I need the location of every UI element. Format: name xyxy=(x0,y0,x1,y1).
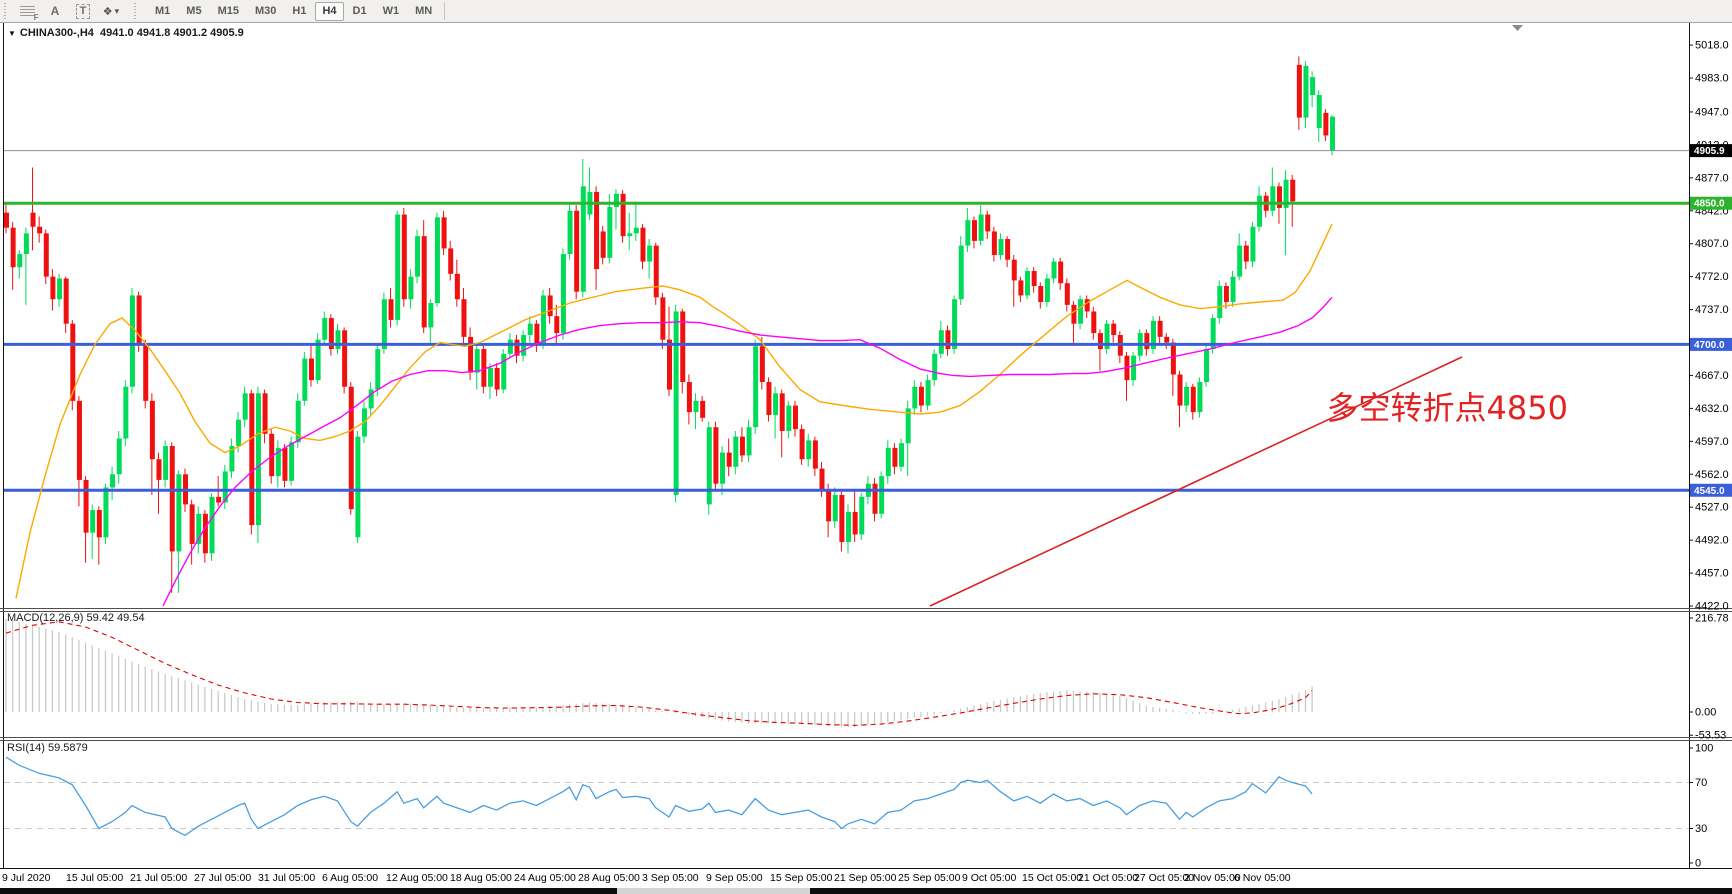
svg-text:6 Aug 05:00: 6 Aug 05:00 xyxy=(322,872,378,884)
svg-text:9 Jul 2020: 9 Jul 2020 xyxy=(2,872,51,884)
svg-text:4632.0: 4632.0 xyxy=(1695,403,1729,415)
svg-text:0: 0 xyxy=(1695,858,1701,870)
svg-text:4527.0: 4527.0 xyxy=(1695,502,1729,514)
svg-text:3 Sep 05:00: 3 Sep 05:00 xyxy=(642,872,699,884)
macd-panel xyxy=(5,618,1313,728)
candles-layer xyxy=(4,56,1335,593)
svg-text:4457.0: 4457.0 xyxy=(1695,568,1729,580)
chart-symbol-period: CHINA300-,H4 xyxy=(19,27,94,39)
svg-text:9 Oct 05:00: 9 Oct 05:00 xyxy=(962,872,1016,884)
svg-text:100: 100 xyxy=(1695,743,1713,755)
svg-text:4700.0: 4700.0 xyxy=(1694,340,1725,351)
svg-text:21 Jul 05:00: 21 Jul 05:00 xyxy=(130,872,187,884)
svg-text:4877.0: 4877.0 xyxy=(1695,172,1729,184)
letter-a-icon: A xyxy=(50,4,60,18)
svg-text:2 Nov 05:00: 2 Nov 05:00 xyxy=(1184,872,1241,884)
price-axis[interactable]: 5018.04983.04947.04912.04877.04842.04807… xyxy=(1690,40,1729,613)
svg-text:4983.0: 4983.0 xyxy=(1695,73,1729,85)
arrows-tool-button[interactable]: ❖ ▾ xyxy=(99,1,123,21)
text-tool-button[interactable]: T xyxy=(71,1,95,21)
timeframe-button-mn[interactable]: MN xyxy=(415,5,433,17)
timeframe-button-d1[interactable]: D1 xyxy=(352,5,367,17)
rsi-indicator-label: RSI(14) 59.5879 xyxy=(7,742,88,754)
date-axis[interactable]: 9 Jul 2020 15 Jul 05:00 21 Jul 05:00 27 Jul… xyxy=(2,872,1291,884)
moving-averages xyxy=(15,223,1333,607)
svg-text:4947.0: 4947.0 xyxy=(1695,106,1729,118)
text-label-tool-button[interactable]: A xyxy=(43,1,67,21)
timeframe-button-m30[interactable]: M30 xyxy=(254,5,277,17)
svg-text:0.00: 0.00 xyxy=(1695,707,1716,719)
toolbar-separator xyxy=(444,2,446,20)
timeframe-button-h1[interactable]: H1 xyxy=(292,5,307,17)
arrows-icon: ❖ xyxy=(102,5,113,18)
toolbar: F A T ❖ ▾ M1 M5 M15 M30 H1 H4 D1 W1 MN xyxy=(0,0,1732,23)
timeframe-group: M1 M5 M15 M30 H1 H4 D1 W1 MN xyxy=(147,1,440,21)
price-line-labels: 4905.9 4850.0 4700.0 4545.0 xyxy=(1690,144,1732,497)
timeframe-button-h4[interactable]: H4 xyxy=(315,1,344,21)
chart-menu-icon[interactable]: ▼ xyxy=(8,29,16,38)
macd-indicator-label: MACD(12,26,9) 59.42 49.54 xyxy=(7,612,145,624)
chart-shift-marker[interactable] xyxy=(1512,25,1523,31)
timeframe-button-w1[interactable]: W1 xyxy=(382,5,400,17)
svg-text:12 Aug 05:00: 12 Aug 05:00 xyxy=(386,872,448,884)
svg-text:4667.0: 4667.0 xyxy=(1695,370,1729,382)
svg-text:9 Sep 05:00: 9 Sep 05:00 xyxy=(706,872,763,884)
toolbar-drag-handle[interactable] xyxy=(133,3,140,19)
svg-text:21 Oct 05:00: 21 Oct 05:00 xyxy=(1078,872,1138,884)
svg-text:4562.0: 4562.0 xyxy=(1695,469,1729,481)
svg-text:-53.53: -53.53 xyxy=(1695,730,1726,742)
svg-text:18 Aug 05:00: 18 Aug 05:00 xyxy=(450,872,512,884)
rsi-panel xyxy=(4,756,1689,837)
chart-title: ▼ CHINA300-,H4 4941.0 4941.8 4901.2 4905.… xyxy=(8,27,244,39)
grid-lines-icon: F xyxy=(19,5,39,22)
text-box-icon: T xyxy=(75,3,91,19)
svg-text:4597.0: 4597.0 xyxy=(1695,436,1729,448)
svg-text:4905.9: 4905.9 xyxy=(1694,146,1725,157)
toolbar-drag-handle[interactable] xyxy=(3,3,10,19)
horizontal-scrollbar[interactable] xyxy=(0,888,1732,894)
svg-text:15 Jul 05:00: 15 Jul 05:00 xyxy=(66,872,123,884)
annotation-text[interactable]: 多空转折点4850 xyxy=(1326,389,1568,427)
svg-text:70: 70 xyxy=(1695,777,1707,789)
timeframe-button-m15[interactable]: M15 xyxy=(217,5,239,17)
svg-text:15 Sep 05:00: 15 Sep 05:00 xyxy=(770,872,833,884)
svg-text:27 Jul 05:00: 27 Jul 05:00 xyxy=(194,872,251,884)
svg-text:4422.0: 4422.0 xyxy=(1695,601,1729,613)
svg-text:31 Jul 05:00: 31 Jul 05:00 xyxy=(258,872,315,884)
svg-text:6 Nov 05:00: 6 Nov 05:00 xyxy=(1234,872,1291,884)
timeframe-button-m5[interactable]: M5 xyxy=(186,5,202,17)
svg-text:30: 30 xyxy=(1695,823,1707,835)
svg-text:24 Aug 05:00: 24 Aug 05:00 xyxy=(514,872,576,884)
svg-text:21 Sep 05:00: 21 Sep 05:00 xyxy=(834,872,897,884)
rsi-line xyxy=(5,756,1313,837)
horizontal-level-lines[interactable] xyxy=(4,150,1689,492)
panel-frames xyxy=(0,23,1732,869)
timeframe-button-m1[interactable]: M1 xyxy=(155,5,171,17)
svg-text:4807.0: 4807.0 xyxy=(1695,238,1729,250)
svg-text:4737.0: 4737.0 xyxy=(1695,304,1729,316)
indicator-grid-tool-button[interactable]: F xyxy=(15,1,39,22)
svg-text:216.78: 216.78 xyxy=(1695,612,1729,624)
ma-slow-line xyxy=(162,296,1333,607)
svg-text:4850.0: 4850.0 xyxy=(1694,199,1725,210)
chevron-down-icon: ▾ xyxy=(114,5,120,16)
trendline[interactable] xyxy=(929,356,1463,607)
ma-fast-line xyxy=(15,223,1333,599)
svg-text:25 Sep 05:00: 25 Sep 05:00 xyxy=(898,872,961,884)
svg-text:15 Oct 05:00: 15 Oct 05:00 xyxy=(1022,872,1082,884)
svg-text:4492.0: 4492.0 xyxy=(1695,535,1729,547)
svg-text:27 Oct 05:00: 27 Oct 05:00 xyxy=(1134,872,1194,884)
svg-text:4545.0: 4545.0 xyxy=(1694,486,1725,497)
chart-ohlc-values: 4941.0 4941.8 4901.2 4905.9 xyxy=(100,27,244,39)
svg-text:4772.0: 4772.0 xyxy=(1695,271,1729,283)
svg-text:5018.0: 5018.0 xyxy=(1695,40,1729,52)
macd-signal-line xyxy=(5,621,1313,726)
svg-text:28 Aug 05:00: 28 Aug 05:00 xyxy=(578,872,640,884)
